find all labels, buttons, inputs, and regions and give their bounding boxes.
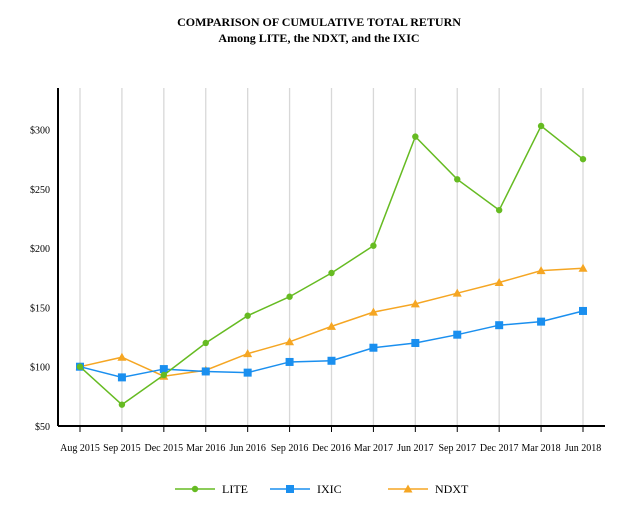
x-tick-label: Mar 2017 bbox=[354, 443, 393, 454]
point-circle bbox=[495, 206, 503, 214]
legend-label: LITE bbox=[222, 482, 248, 496]
series-lite bbox=[76, 122, 587, 408]
point-square bbox=[243, 368, 252, 377]
point-square bbox=[495, 321, 504, 330]
y-tick-label: $50 bbox=[35, 422, 50, 433]
x-tick-label: Jun 2017 bbox=[397, 443, 433, 454]
x-tick-label: Aug 2015 bbox=[60, 443, 100, 454]
x-tick-label: Jun 2016 bbox=[229, 443, 265, 454]
x-tick-label: Dec 2015 bbox=[145, 443, 184, 454]
point-square bbox=[411, 338, 420, 347]
point-triangle bbox=[494, 277, 504, 286]
legend-label: NDXT bbox=[435, 482, 469, 496]
point-circle bbox=[454, 176, 461, 183]
x-tick-label: Sep 2016 bbox=[271, 443, 309, 454]
point-triangle bbox=[243, 349, 253, 358]
point-circle bbox=[160, 371, 168, 379]
point-square bbox=[537, 317, 546, 326]
point-square bbox=[159, 365, 168, 374]
point-square bbox=[327, 356, 336, 365]
point-circle bbox=[370, 242, 377, 249]
point-circle bbox=[244, 312, 251, 319]
y-tick-label: $100 bbox=[30, 363, 50, 374]
point-square bbox=[453, 330, 462, 339]
x-tick-label: Jun 2018 bbox=[565, 443, 601, 454]
chart-title: COMPARISON OF CUMULATIVE TOTAL RETURN bbox=[177, 15, 461, 29]
point-triangle bbox=[285, 337, 295, 346]
point-square bbox=[285, 357, 294, 366]
point-circle bbox=[412, 133, 419, 140]
point-triangle bbox=[327, 321, 336, 330]
x-tick-label: Dec 2016 bbox=[312, 443, 351, 454]
y-tick-label: $300 bbox=[30, 126, 50, 137]
legend-item-lite: LITE bbox=[175, 482, 248, 496]
point-circle bbox=[191, 485, 199, 493]
series-ixic bbox=[76, 306, 587, 382]
x-tick-label: Mar 2018 bbox=[521, 443, 560, 454]
point-triangle bbox=[117, 352, 127, 361]
y-tick-label: $150 bbox=[30, 303, 50, 314]
point-circle bbox=[537, 122, 545, 130]
legend-label: IXIC bbox=[317, 482, 342, 496]
chart-subtitle: Among LITE, the NDXT, and the IXIC bbox=[218, 31, 419, 45]
point-square bbox=[117, 373, 126, 382]
point-circle bbox=[328, 269, 335, 277]
x-tick-label: Sep 2015 bbox=[103, 443, 141, 454]
point-circle bbox=[579, 155, 587, 163]
x-tick-label: Dec 2017 bbox=[480, 443, 519, 454]
point-square bbox=[286, 485, 294, 493]
legend-item-ndxt: NDXT bbox=[388, 482, 469, 496]
point-circle bbox=[202, 339, 209, 347]
y-tick-label: $250 bbox=[30, 185, 50, 196]
point-square bbox=[201, 367, 210, 376]
point-square bbox=[579, 306, 587, 315]
point-circle bbox=[76, 363, 84, 370]
y-tick-label: $200 bbox=[30, 244, 50, 255]
point-circle bbox=[286, 293, 293, 300]
point-triangle bbox=[368, 307, 378, 316]
point-square bbox=[369, 343, 378, 352]
point-triangle bbox=[403, 484, 413, 493]
legend-item-ixic: IXIC bbox=[270, 482, 342, 496]
point-triangle bbox=[410, 299, 420, 308]
x-tick-label: Mar 2016 bbox=[186, 443, 225, 454]
x-tick-label: Sep 2017 bbox=[439, 443, 477, 454]
point-triangle bbox=[578, 263, 588, 272]
point-triangle bbox=[452, 288, 462, 297]
point-circle bbox=[118, 401, 126, 408]
point-triangle bbox=[536, 266, 546, 275]
